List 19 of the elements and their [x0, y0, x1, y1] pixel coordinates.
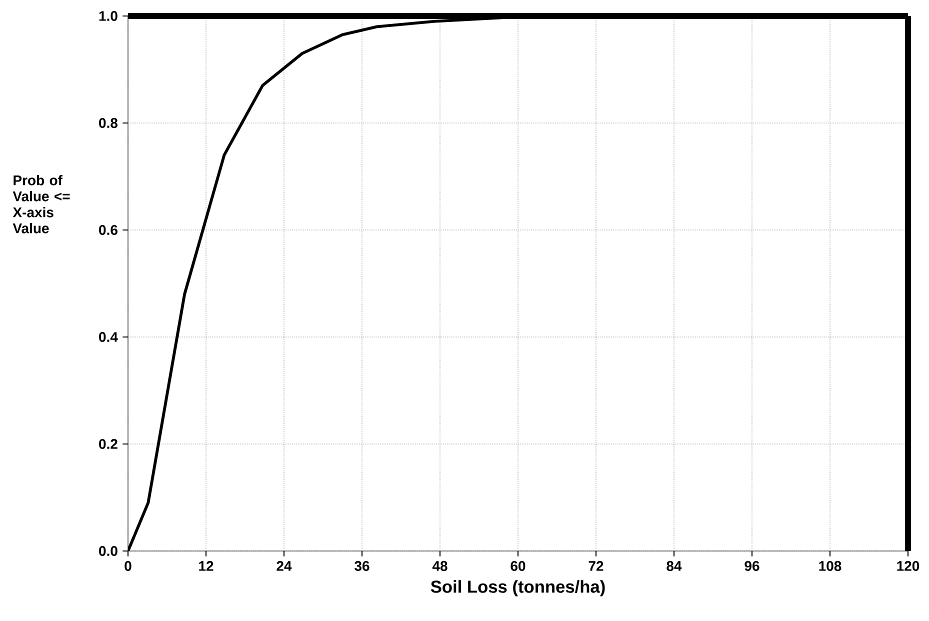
y-tick-label: 1.0	[99, 11, 118, 21]
y-tick-label: 0.4	[99, 332, 118, 342]
y-tick-label: 0.2	[99, 439, 118, 449]
x-tick-label: 12	[199, 561, 214, 571]
x-tick-label: 96	[744, 561, 760, 571]
y-tick-label: 0.0	[99, 546, 118, 556]
x-tick-label: 108	[819, 561, 842, 571]
x-tick-label: 0	[124, 561, 132, 571]
y-axis-title: Prob of Value <= X-axis Value	[12, 175, 70, 234]
x-tick-label: 60	[510, 561, 526, 571]
y-tick-label: 0.8	[99, 118, 118, 128]
x-tick-label: 36	[354, 561, 370, 571]
x-tick-label: 48	[432, 561, 448, 571]
x-tick-label: 24	[276, 561, 292, 571]
y-tick-label: 0.6	[99, 225, 118, 235]
x-tick-label: 72	[588, 561, 604, 571]
x-axis-title: Soil Loss (tonnes/ha)	[430, 580, 605, 596]
x-tick-label: 84	[666, 561, 682, 571]
x-tick-label: 120	[897, 561, 920, 571]
